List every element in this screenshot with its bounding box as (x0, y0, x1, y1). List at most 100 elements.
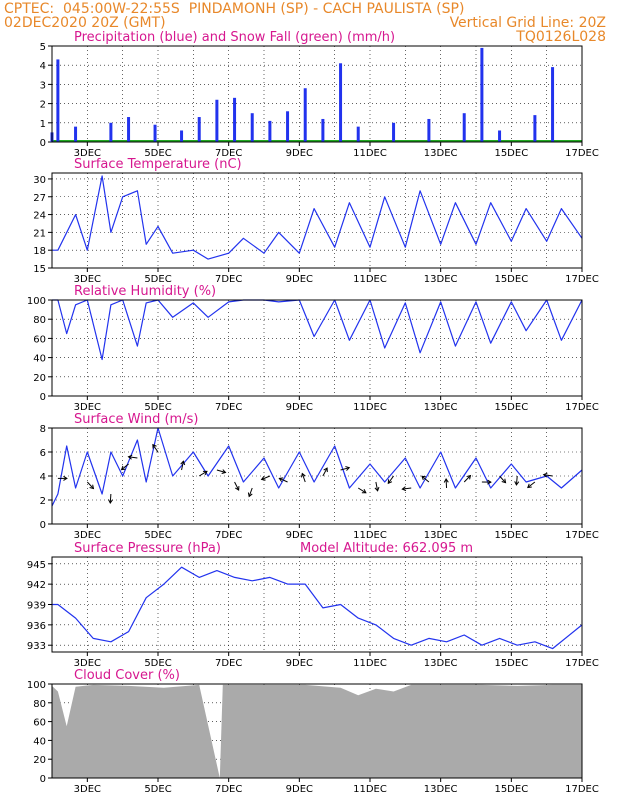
panel-frame (51, 556, 583, 653)
wind-arrow-head (221, 469, 227, 475)
x-tick-label: 15DEC (494, 530, 528, 541)
x-tick-label: 15DEC (494, 274, 528, 285)
wind-arrow-head (361, 488, 367, 494)
x-tick-label: 15DEC (494, 148, 528, 159)
y-tick-label: 100 (27, 680, 46, 691)
precip-bar (427, 118, 431, 142)
y-tick-label: 6 (40, 448, 46, 459)
x-tick-label: 13DEC (424, 148, 458, 159)
wind-arrow-head (387, 479, 393, 485)
x-tick-label: 5DEC (144, 274, 171, 285)
y-tick-label: 1 (40, 119, 46, 130)
x-tick-label: 7DEC (215, 402, 242, 413)
wind-arrow (234, 481, 240, 491)
x-tick-label: 9DEC (286, 148, 313, 159)
wind-arrow-head (527, 483, 532, 489)
wind-arrow-head (107, 499, 113, 504)
wind-arrow-head (374, 486, 380, 492)
panel-frame (51, 427, 583, 525)
panel-title: Surface Temperature (nC) (74, 157, 242, 172)
header-run-date: 02DEC2020 20Z (GMT) (4, 15, 166, 31)
x-tick-label: 13DEC (424, 530, 458, 541)
y-tick-label: 24 (33, 211, 46, 222)
wind-arrow (543, 474, 553, 477)
wind-arrow-head (247, 492, 253, 498)
x-tick-label: 9DEC (286, 658, 313, 669)
precip-bar (197, 117, 201, 142)
x-tick-label: 3DEC (74, 530, 101, 541)
x-tick-label: 17DEC (565, 274, 599, 285)
y-tick-label: 945 (27, 560, 46, 571)
precip-bar (339, 63, 343, 142)
precip-bar (286, 111, 290, 142)
panel-title: Relative Humidity (%) (74, 284, 216, 299)
x-tick-label: 11DEC (353, 148, 387, 159)
y-tick-label: 15 (33, 264, 46, 275)
x-tick-label: 7DEC (215, 784, 242, 795)
x-tick-label: 3DEC (74, 402, 101, 413)
x-tick-label: 3DEC (74, 658, 101, 669)
header-model-id: TQ0126L028 (516, 29, 606, 45)
wind-arrow (527, 481, 536, 488)
x-tick-label: 15DEC (494, 784, 528, 795)
y-tick-label: 942 (27, 580, 46, 591)
x-tick-label: 5DEC (144, 402, 171, 413)
wind-arrow (301, 473, 306, 483)
x-tick-label: 13DEC (424, 658, 458, 669)
x-tick-label: 11DEC (353, 402, 387, 413)
cloud-area (52, 684, 582, 778)
series-line (52, 299, 583, 361)
wind-arrow (86, 481, 94, 489)
y-tick-label: 2 (40, 100, 46, 111)
wind-arrow-head (443, 478, 449, 483)
wind-arrow-head (466, 474, 472, 480)
x-tick-label: 11DEC (353, 530, 387, 541)
series-line (52, 175, 583, 260)
precip-bar (392, 122, 396, 142)
wind-arrow (515, 475, 518, 486)
panel-frame (51, 299, 583, 397)
x-tick-label: 15DEC (494, 658, 528, 669)
wind-arrow-head (120, 465, 126, 471)
y-tick-label: 60 (33, 718, 46, 729)
x-tick-label: 9DEC (286, 530, 313, 541)
y-tick-label: 18 (33, 246, 46, 257)
y-tick-label: 30 (33, 175, 46, 186)
x-tick-label: 17DEC (565, 530, 599, 541)
wind-arrow (340, 467, 350, 471)
x-tick-label: 9DEC (286, 402, 313, 413)
y-tick-label: 21 (33, 228, 46, 239)
x-tick-label: 17DEC (565, 784, 599, 795)
precip-bar (74, 126, 78, 142)
wind-arrow-head (278, 477, 284, 482)
wind-arrow (181, 461, 184, 471)
panel-title: Cloud Cover (%) (74, 668, 180, 683)
wind-arrow (248, 487, 253, 497)
x-tick-label: 3DEC (74, 784, 101, 795)
wind-arrow (387, 475, 394, 484)
x-tick-label: 3DEC (74, 274, 101, 285)
precip-bar (180, 130, 184, 142)
precip-bar (56, 59, 60, 142)
wind-arrow (402, 487, 412, 490)
wind-arrow (109, 493, 112, 504)
y-tick-label: 0 (40, 138, 46, 149)
y-tick-label: 2 (40, 496, 46, 507)
panel-annotation: Model Altitude: 662.095 m (300, 541, 473, 556)
x-tick-label: 13DEC (424, 274, 458, 285)
wind-arrow (216, 469, 226, 473)
wind-arrow-head (300, 472, 306, 478)
x-tick-label: 7DEC (215, 274, 242, 285)
panel-frame (51, 45, 583, 143)
wind-arrow-head (180, 460, 186, 466)
x-tick-label: 5DEC (144, 784, 171, 795)
precip-bar (303, 88, 307, 142)
y-tick-label: 40 (33, 354, 46, 365)
x-tick-label: 5DEC (144, 148, 171, 159)
panel-frame (51, 683, 583, 779)
x-tick-label: 3DEC (74, 148, 101, 159)
y-tick-label: 936 (27, 621, 46, 632)
panel-title: Surface Wind (m/s) (74, 412, 198, 427)
x-tick-label: 11DEC (353, 658, 387, 669)
precip-bar (127, 117, 131, 142)
